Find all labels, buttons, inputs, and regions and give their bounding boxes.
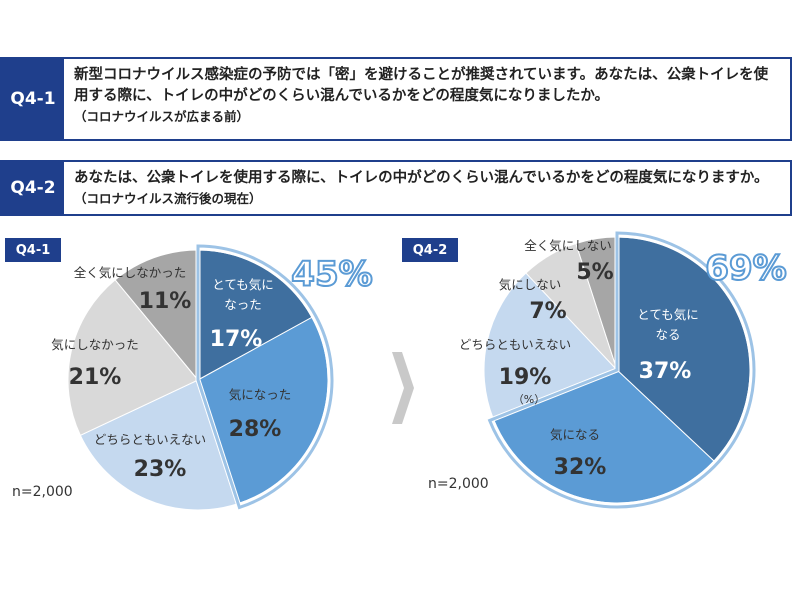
question-text: 新型コロナウイルス感染症の予防では「密」を避けることが推奨されています。あなたは… [64,59,790,139]
chart-title: Q4-2 [402,238,458,262]
unit-label: （%） [513,393,545,406]
question-id: Q4-2 [2,162,64,214]
question: 新型コロナウイルス感染症の予防では「密」を避けることが推奨されています。あなたは… [74,67,769,105]
arrow [392,352,414,424]
slice-label: 気にしなかった [51,337,139,352]
slice-label: とても気になった [212,277,274,312]
pie-slice [79,379,239,511]
question-note: （コロナウイルス流行後の現在） [74,191,262,207]
pie-slice [114,249,199,382]
sample-size: n=2,000 [428,476,489,492]
question-box: Q4-1 新型コロナウイルス感染症の予防では「密」を避けることが推奨されています… [0,57,792,141]
highlight-total: 69% [705,249,786,289]
value-label: 21% [69,365,122,390]
question-box: Q4-2 あなたは、公衆トイレを使用する際に、トイレの中がどのくらい混んでいるか… [0,160,792,216]
value-label: 37% [639,359,692,384]
highlight-outline [196,244,334,510]
value-label: 17% [210,327,263,352]
slice-label: 気になる [549,427,601,442]
slice-label: とても気になる [637,307,699,342]
value-label: 19% [499,365,552,390]
slice-label: 気にしない [498,277,562,292]
question-note: （コロナウイルスが広まる前） [74,109,250,125]
value-label: 28% [229,417,282,442]
pie-slice [67,279,199,437]
question: あなたは、公衆トイレを使用する際に、トイレの中がどのくらい混んでいるかをどの程度… [74,170,769,186]
question-id: Q4-1 [2,59,64,139]
sample-size: n=2,000 [12,484,73,500]
slice-label: どちらともいえない [458,337,572,352]
slice-label: 全く気にしなかった [73,265,187,280]
highlight-total: 45% [291,255,372,295]
value-label: 32% [554,455,607,480]
value-label: 7% [529,299,566,324]
value-label: 11% [139,289,192,314]
slice-label: どちらともいえない [93,432,207,447]
value-label: 5% [576,260,613,285]
highlight-outline [487,231,756,509]
highlight-outline [488,232,755,508]
value-label: 23% [134,457,187,482]
chart-title: Q4-1 [5,238,61,262]
slice-label: 全く気にしない [524,238,612,253]
slice-label: 気になった [228,387,292,402]
highlight-outline [195,245,333,509]
question-text: あなたは、公衆トイレを使用する際に、トイレの中がどのくらい混んでいるかをどの程度… [64,162,790,214]
